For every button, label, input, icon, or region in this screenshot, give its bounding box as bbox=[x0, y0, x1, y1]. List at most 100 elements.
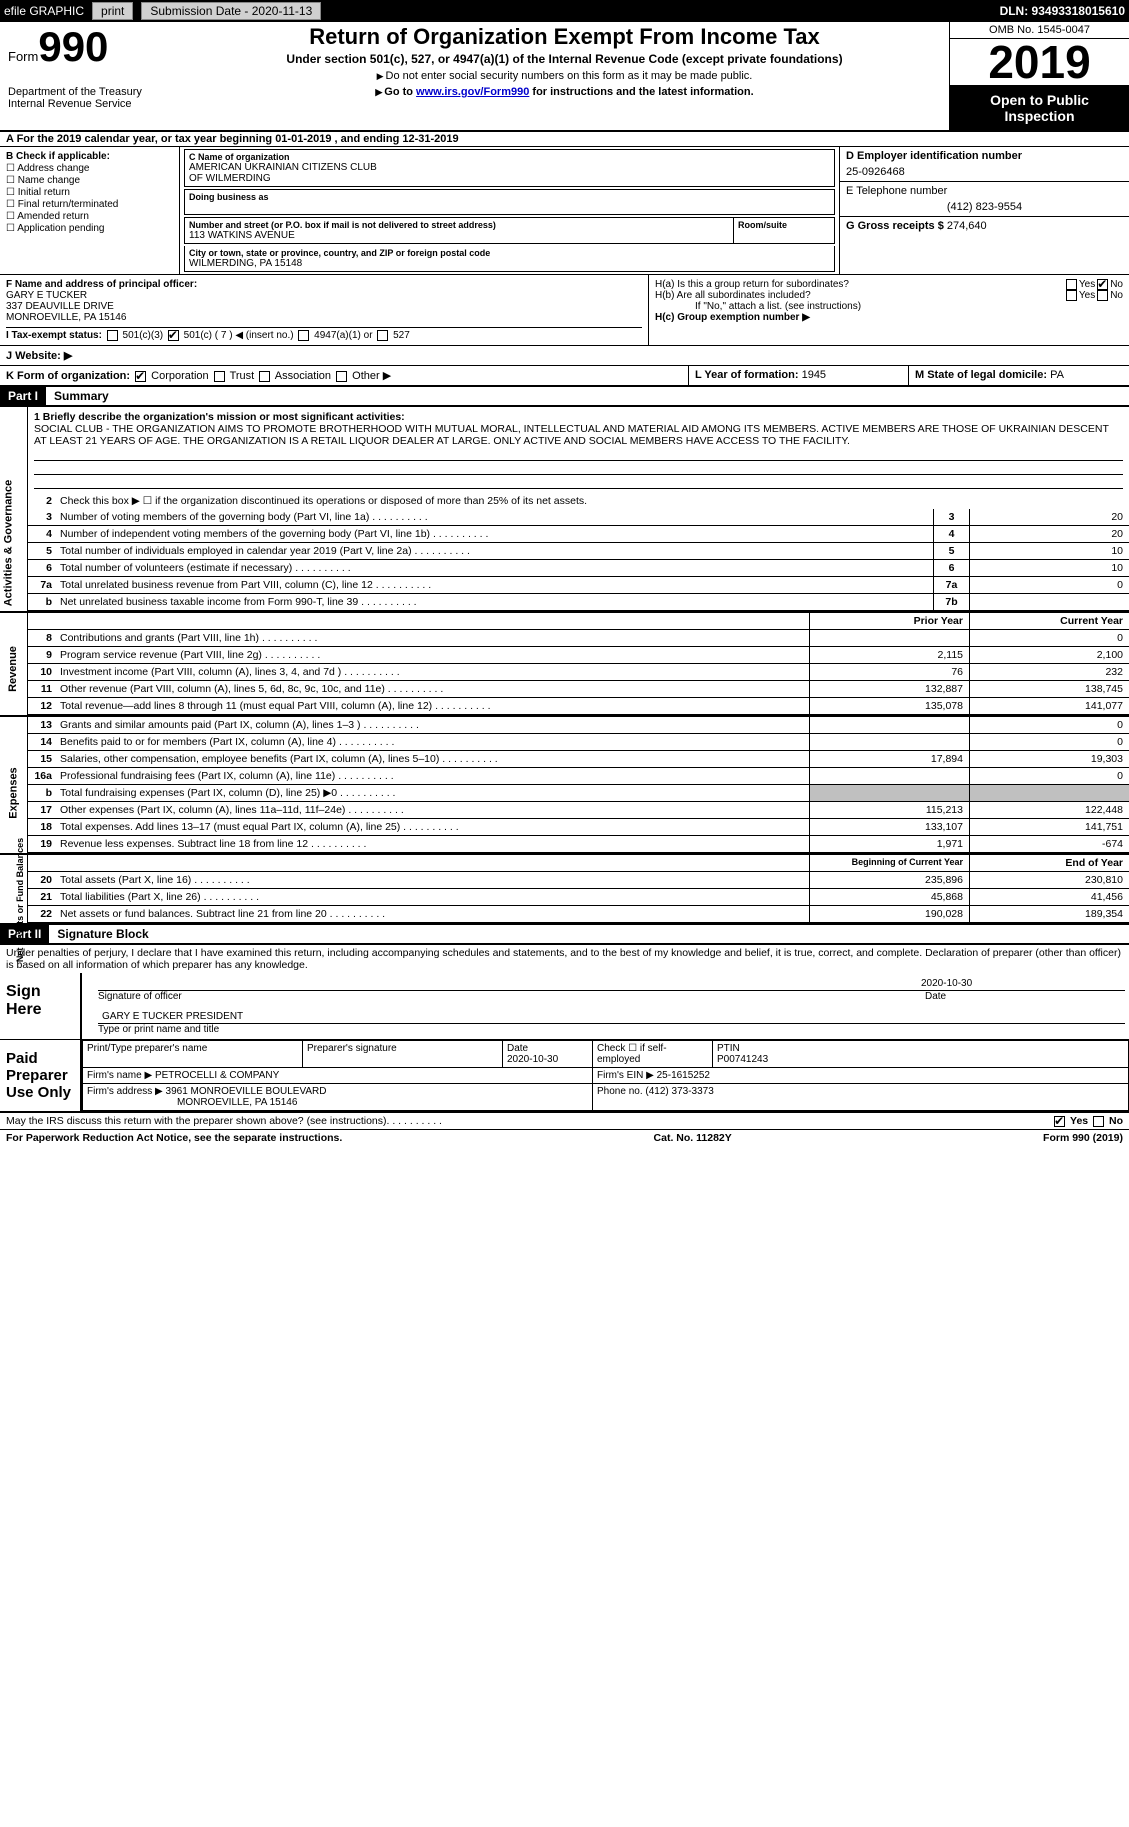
org-name: AMERICAN UKRAINIAN CITIZENS CLUB OF WILM… bbox=[189, 162, 830, 184]
officer-signed-name: GARY E TUCKER PRESIDENT bbox=[102, 1011, 243, 1022]
officer-name: GARY E TUCKER bbox=[6, 290, 642, 301]
line-11-current: 138,745 bbox=[969, 681, 1129, 697]
ein: 25-0926468 bbox=[846, 166, 1123, 178]
line-8-prior bbox=[809, 630, 969, 646]
discuss-no[interactable] bbox=[1093, 1116, 1104, 1127]
line-15-current: 19,303 bbox=[969, 751, 1129, 767]
line-14-prior bbox=[809, 734, 969, 750]
line-9-current: 2,100 bbox=[969, 647, 1129, 663]
line-17-prior: 115,213 bbox=[809, 802, 969, 818]
firm-name: PETROCELLI & COMPANY bbox=[155, 1070, 279, 1081]
irs-link[interactable]: www.irs.gov/Form990 bbox=[416, 86, 529, 98]
hb-no[interactable] bbox=[1097, 290, 1108, 301]
officer-addr2: MONROEVILLE, PA 15146 bbox=[6, 312, 642, 323]
line-13-prior bbox=[809, 717, 969, 733]
ha-no[interactable] bbox=[1097, 279, 1108, 290]
summary-section: Activities & Governance 1 Briefly descri… bbox=[0, 407, 1129, 613]
chk-app-pending[interactable]: ☐ Application pending bbox=[6, 223, 173, 234]
line-10-prior: 76 bbox=[809, 664, 969, 680]
dln-label: DLN: 93493318015610 bbox=[1000, 4, 1125, 18]
ha-yes[interactable] bbox=[1066, 279, 1077, 290]
firm-phone: (412) 373-3373 bbox=[645, 1086, 713, 1097]
line-8-current: 0 bbox=[969, 630, 1129, 646]
line-9-prior: 2,115 bbox=[809, 647, 969, 663]
line-7a-value: 0 bbox=[969, 577, 1129, 593]
hb-yes[interactable] bbox=[1066, 290, 1077, 301]
paid-preparer-block: Paid Preparer Use Only Print/Type prepar… bbox=[0, 1040, 1129, 1112]
section-b-to-g: B Check if applicable: ☐ Address change … bbox=[0, 147, 1129, 275]
line-7b-value bbox=[969, 594, 1129, 610]
line-14-current: 0 bbox=[969, 734, 1129, 750]
efile-label: efile GRAPHIC bbox=[4, 4, 84, 18]
discuss-yes[interactable] bbox=[1054, 1116, 1065, 1127]
street-address: 113 WATKINS AVENUE bbox=[189, 230, 729, 241]
side-expenses: Expenses bbox=[8, 767, 20, 818]
chk-name-change[interactable]: ☐ Name change bbox=[6, 175, 173, 186]
side-governance: Activities & Governance bbox=[2, 480, 14, 607]
line-21-current: 41,456 bbox=[969, 889, 1129, 905]
line-18-prior: 133,107 bbox=[809, 819, 969, 835]
discuss-row: May the IRS discuss this return with the… bbox=[0, 1112, 1129, 1129]
year-column: OMB No. 1545-0047 2019 Open to Public In… bbox=[949, 22, 1129, 130]
line-16a-prior bbox=[809, 768, 969, 784]
year-formation: 1945 bbox=[802, 369, 826, 381]
line-22-current: 189,354 bbox=[969, 906, 1129, 922]
line-19-prior: 1,971 bbox=[809, 836, 969, 852]
line-20-current: 230,810 bbox=[969, 872, 1129, 888]
mission-text: SOCIAL CLUB - THE ORGANIZATION AIMS TO P… bbox=[34, 423, 1123, 447]
line-21-prior: 45,868 bbox=[809, 889, 969, 905]
line-17-current: 122,448 bbox=[969, 802, 1129, 818]
row-j-website: J Website: ▶ bbox=[0, 346, 1129, 366]
chk-corp[interactable] bbox=[135, 371, 146, 382]
line-18-current: 141,751 bbox=[969, 819, 1129, 835]
line-4-value: 20 bbox=[969, 526, 1129, 542]
line-6-value: 10 bbox=[969, 560, 1129, 576]
chk-address-change[interactable]: ☐ Address change bbox=[6, 163, 173, 174]
part1-header: Part ISummary bbox=[0, 387, 1129, 405]
phone: (412) 823-9554 bbox=[846, 201, 1123, 213]
sign-date: 2020-10-30 bbox=[921, 978, 1121, 989]
chk-other[interactable] bbox=[336, 371, 347, 382]
line-12-current: 141,077 bbox=[969, 698, 1129, 714]
chk-assoc[interactable] bbox=[259, 371, 270, 382]
side-revenue: Revenue bbox=[7, 646, 19, 692]
ptin: P00741243 bbox=[717, 1054, 768, 1065]
box-d-e-g: D Employer identification number25-09264… bbox=[839, 147, 1129, 274]
subtitle: Under section 501(c), 527, or 4947(a)(1)… bbox=[184, 52, 945, 66]
form-header: Form990 Department of the Treasury Inter… bbox=[0, 22, 1129, 132]
title-box: Return of Organization Exempt From Incom… bbox=[180, 22, 949, 130]
line-22-prior: 190,028 bbox=[809, 906, 969, 922]
chk-4947[interactable] bbox=[298, 330, 309, 341]
print-button[interactable]: print bbox=[92, 2, 133, 20]
line-19-current: -674 bbox=[969, 836, 1129, 852]
main-title: Return of Organization Exempt From Incom… bbox=[184, 24, 945, 50]
ssn-note: Do not enter social security numbers on … bbox=[184, 70, 945, 82]
form-number-box: Form990 Department of the Treasury Inter… bbox=[0, 22, 180, 130]
chk-amended[interactable]: ☐ Amended return bbox=[6, 211, 173, 222]
line-13-current: 0 bbox=[969, 717, 1129, 733]
form-990: 990 bbox=[38, 23, 108, 70]
chk-501c3[interactable] bbox=[107, 330, 118, 341]
chk-527[interactable] bbox=[377, 330, 388, 341]
chk-501c[interactable] bbox=[168, 330, 179, 341]
officer-addr1: 337 DEAUVILLE DRIVE bbox=[6, 301, 642, 312]
line-5-value: 10 bbox=[969, 543, 1129, 559]
line-12-prior: 135,078 bbox=[809, 698, 969, 714]
box-c: C Name of organization AMERICAN UKRAINIA… bbox=[180, 147, 839, 274]
tax-year: 2019 bbox=[950, 39, 1129, 86]
sign-here-block: Sign Here 2020-10-30 Signature of office… bbox=[0, 973, 1129, 1040]
firm-ein: 25-1615252 bbox=[657, 1070, 710, 1081]
submission-date-button[interactable]: Submission Date - 2020-11-13 bbox=[141, 2, 321, 20]
side-netassets: Net Assets or Fund Balances bbox=[15, 838, 25, 962]
row-a-taxyear: A For the 2019 calendar year, or tax yea… bbox=[0, 132, 1129, 147]
topbar: efile GRAPHIC print Submission Date - 20… bbox=[0, 0, 1129, 22]
city-state-zip: WILMERDING, PA 15148 bbox=[189, 258, 830, 269]
dept-treasury: Department of the Treasury Internal Reve… bbox=[8, 86, 172, 110]
box-f: F Name and address of principal officer:… bbox=[0, 275, 649, 345]
chk-trust[interactable] bbox=[214, 371, 225, 382]
chk-final-return[interactable]: ☐ Final return/terminated bbox=[6, 199, 173, 210]
open-inspection: Open to Public Inspection bbox=[950, 86, 1129, 130]
chk-initial-return[interactable]: ☐ Initial return bbox=[6, 187, 173, 198]
row-k-l-m: K Form of organization: Corporation Trus… bbox=[0, 366, 1129, 387]
goto-note: Go to www.irs.gov/Form990 for instructio… bbox=[184, 86, 945, 98]
